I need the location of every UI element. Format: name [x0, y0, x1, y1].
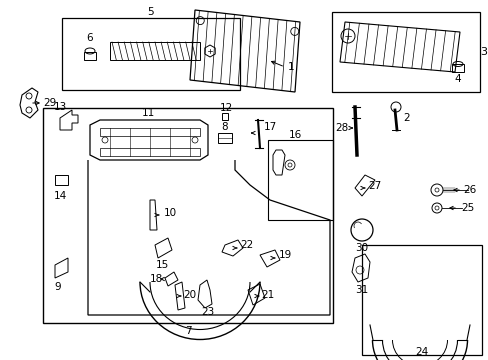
- Text: 25: 25: [461, 203, 474, 213]
- Text: 29: 29: [43, 98, 57, 108]
- Text: 9: 9: [55, 282, 61, 292]
- Text: 8: 8: [221, 122, 228, 132]
- Bar: [451, 64, 463, 72]
- Text: 21: 21: [261, 290, 274, 300]
- Bar: [100, 148, 200, 156]
- Bar: [361, 245, 481, 355]
- Bar: [84, 52, 96, 60]
- Text: 2: 2: [403, 113, 409, 123]
- Text: 6: 6: [86, 33, 93, 43]
- Text: 19: 19: [278, 250, 291, 260]
- Text: 12: 12: [219, 103, 232, 113]
- Text: 28: 28: [335, 123, 348, 133]
- Text: 18: 18: [149, 274, 163, 284]
- Text: 4: 4: [454, 74, 460, 84]
- Text: 17: 17: [263, 122, 276, 132]
- Text: 22: 22: [240, 240, 253, 250]
- Text: 1: 1: [287, 62, 294, 72]
- Text: 11: 11: [141, 108, 154, 118]
- Text: 24: 24: [414, 347, 428, 357]
- Text: 15: 15: [155, 260, 168, 270]
- Text: 26: 26: [463, 185, 476, 195]
- Text: 30: 30: [355, 243, 368, 253]
- Bar: [331, 12, 479, 92]
- Bar: [218, 133, 231, 143]
- Text: 5: 5: [147, 7, 154, 17]
- Text: 27: 27: [367, 181, 381, 191]
- Text: 10: 10: [163, 208, 176, 218]
- Bar: [62, 18, 240, 90]
- Bar: [267, 140, 332, 220]
- Text: 3: 3: [480, 47, 487, 57]
- Bar: [100, 128, 200, 136]
- Text: 23: 23: [201, 307, 214, 317]
- Text: 14: 14: [53, 191, 66, 201]
- Text: 13: 13: [53, 102, 66, 112]
- Text: 31: 31: [355, 285, 368, 295]
- Text: 20: 20: [183, 290, 196, 300]
- Bar: [43, 108, 332, 323]
- Bar: [110, 42, 200, 60]
- Text: 7: 7: [184, 326, 191, 336]
- Text: 16: 16: [288, 130, 301, 140]
